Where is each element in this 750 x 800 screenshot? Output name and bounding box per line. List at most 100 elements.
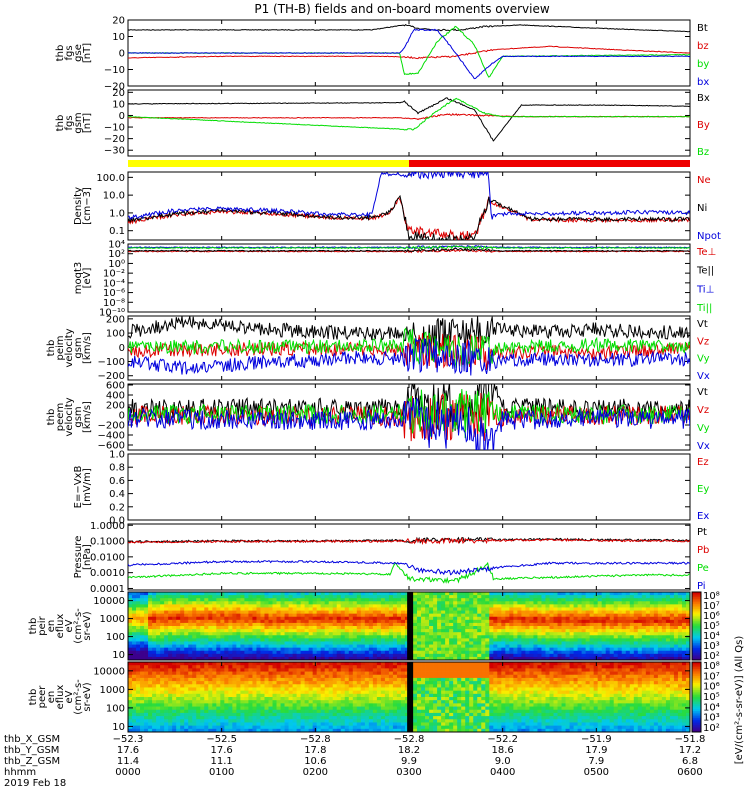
peer-cell	[296, 700, 302, 704]
peer-cell	[388, 725, 394, 730]
peir-cell	[200, 641, 205, 645]
peir-cell	[661, 595, 667, 599]
peir-cell	[252, 656, 257, 661]
peer-cell	[396, 728, 402, 733]
peer-cell	[232, 693, 237, 698]
peer-cell	[140, 665, 145, 669]
peer-cell	[256, 725, 261, 730]
peir-cell	[633, 604, 639, 608]
peir-cell	[332, 629, 338, 633]
peir-cell	[481, 641, 486, 645]
peir-cell	[244, 604, 249, 608]
pressure-ytick-label: 0.1000	[90, 537, 125, 548]
peir-cell	[320, 644, 326, 649]
peir-cell	[625, 632, 631, 636]
peer-cell	[380, 722, 386, 727]
peir-cell	[140, 598, 145, 602]
peer-cell	[236, 703, 241, 707]
peer-cell	[260, 722, 265, 727]
peir-cell	[240, 622, 245, 627]
peir-cell	[216, 619, 221, 624]
peir-cell	[457, 610, 462, 615]
peer-cell	[360, 674, 366, 679]
peer-cell	[364, 725, 370, 730]
peir-cell	[364, 592, 370, 596]
peir-cell	[208, 650, 213, 655]
peer-cell	[228, 693, 233, 698]
peir-cell	[280, 610, 285, 615]
peir-cell	[216, 607, 221, 611]
peir-cell	[292, 607, 297, 611]
peir-cell	[236, 653, 241, 658]
peir-cell	[677, 653, 683, 658]
peir-cell	[445, 622, 450, 627]
peer-cell	[368, 709, 374, 714]
peir-cell	[140, 595, 145, 599]
peer-cell	[332, 725, 338, 730]
peir-cell	[396, 644, 402, 649]
peir-cell	[425, 601, 430, 605]
peer-cell	[388, 716, 394, 720]
peir-cell	[160, 650, 165, 655]
peer-cell	[236, 728, 241, 733]
peir-cell	[340, 653, 346, 658]
peir-cell	[304, 598, 310, 602]
peer-cell	[384, 703, 390, 707]
peir-cell	[589, 622, 595, 627]
peir-cell	[633, 656, 639, 661]
peir-cell	[268, 641, 273, 645]
peir-cell	[413, 619, 418, 624]
peir-cell	[501, 653, 506, 658]
peer-cell	[348, 693, 354, 698]
peer-cell	[356, 681, 362, 685]
peir-cell	[128, 653, 133, 658]
peer-cell	[188, 703, 193, 707]
peer-cell	[356, 668, 362, 672]
peir-cell	[396, 656, 402, 661]
peer-cell	[156, 709, 161, 714]
peir-cell	[425, 629, 430, 633]
peir-cell	[168, 638, 173, 642]
peir-cell	[344, 647, 350, 652]
peir-cell	[425, 638, 430, 642]
peer-cell	[364, 684, 370, 688]
peir-cell	[545, 610, 550, 615]
peer-cell	[220, 700, 225, 704]
peir-cell	[268, 626, 273, 630]
peer-cell	[364, 674, 370, 679]
peer-cell	[308, 716, 314, 720]
peir-cell	[332, 632, 338, 636]
peer-cell	[352, 668, 358, 672]
peer-cell	[352, 662, 358, 666]
peir-cell	[236, 635, 241, 639]
peir-cell	[364, 638, 370, 642]
peer-cell	[340, 709, 346, 714]
peir-cell	[425, 598, 430, 602]
peir-cell	[609, 635, 615, 639]
peir-cell	[633, 616, 639, 621]
peer-cell	[336, 703, 342, 707]
peir-cell	[645, 638, 651, 642]
peer-cell	[168, 693, 173, 698]
peir-cell	[609, 616, 615, 621]
peir-cell	[485, 644, 490, 649]
peir-cell	[445, 641, 450, 645]
peir-cell	[364, 604, 370, 608]
peir-cell	[529, 598, 534, 602]
peer-cell	[272, 693, 277, 698]
peir-cell	[304, 607, 310, 611]
peir-cell	[441, 644, 446, 649]
peer-cell	[288, 687, 293, 692]
peir-cell	[224, 644, 229, 649]
peir-cell	[348, 598, 354, 602]
fgs_gse-ytick-label: 0	[119, 49, 125, 60]
peir-cell	[449, 592, 454, 596]
peir-cell	[601, 622, 607, 627]
peir-cell	[316, 622, 322, 627]
peir-cell	[356, 629, 362, 633]
peer-cell	[268, 690, 273, 695]
peir-cell	[605, 613, 611, 618]
peir-cell	[128, 647, 133, 652]
peir-cell	[128, 619, 133, 624]
peir-cell	[248, 601, 253, 605]
